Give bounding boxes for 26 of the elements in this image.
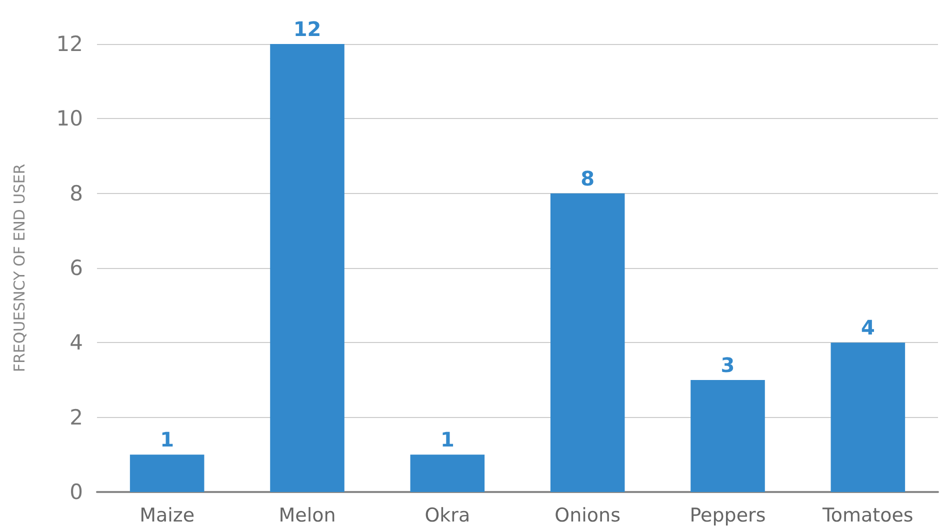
data-label: 3 [720,353,735,377]
bar [130,454,204,492]
y-tick-label: 0 [70,480,83,504]
y-axis-title: FREQUESNCY OF END USER [10,164,28,372]
data-label: 1 [160,428,174,452]
bar [410,454,485,492]
x-tick-label: Onions [554,504,621,526]
data-label: 8 [580,166,595,190]
x-tick-label: Melon [278,504,336,526]
data-label: 1 [440,428,454,452]
y-tick-label: 2 [70,405,83,430]
y-tick-label: 12 [56,32,83,56]
x-tick-label: Okra [424,504,470,526]
bar [830,342,906,492]
bar [690,380,765,492]
y-tick-label: 10 [56,106,83,131]
y-tick-label: 8 [70,181,83,206]
x-tick-label: Maize [140,504,195,526]
bar [550,193,625,492]
x-tick-label: Peppers [690,504,766,526]
bar [270,44,344,492]
x-tick-label: Tomatoes [822,504,914,526]
data-label: 12 [293,17,322,41]
y-tick-label: 4 [70,330,83,355]
y-tick-label: 6 [70,256,83,280]
data-label: 4 [860,316,875,340]
